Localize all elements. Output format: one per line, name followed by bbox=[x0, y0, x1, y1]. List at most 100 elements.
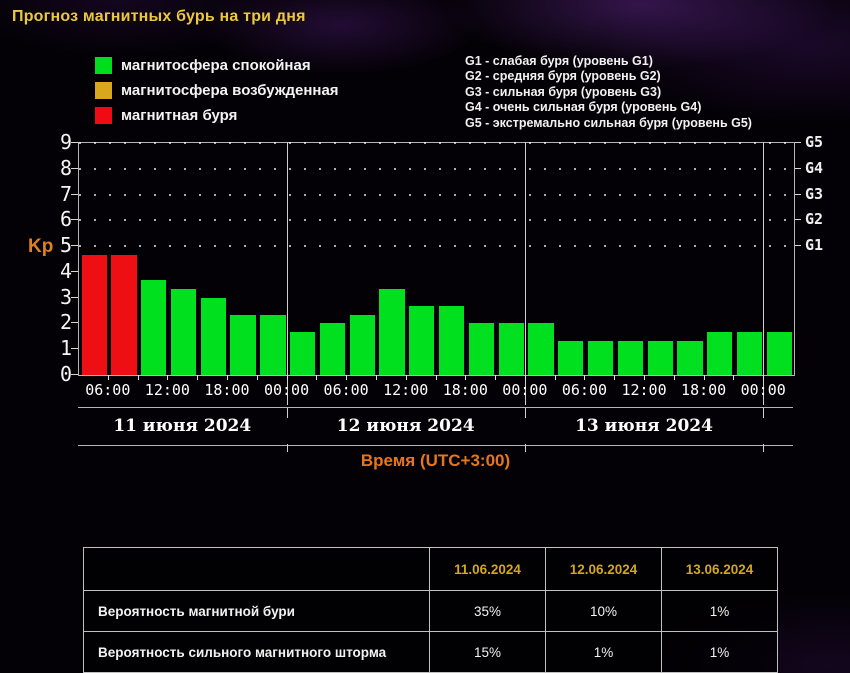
legend-item: магнитосфера спокойная bbox=[95, 57, 339, 74]
g-level-label: G1 bbox=[805, 236, 824, 255]
y-tick-label: 7 bbox=[59, 181, 72, 206]
legend-item-label: магнитная буря bbox=[121, 107, 238, 124]
day-band-tick bbox=[763, 408, 765, 418]
table-date-header: 11.06.2024 bbox=[429, 547, 546, 591]
kp-bar bbox=[707, 331, 733, 375]
y-tick-mark bbox=[71, 245, 78, 247]
g-tick-mark bbox=[794, 142, 801, 143]
y-tick-label: 5 bbox=[59, 233, 72, 258]
probability-table: 11.06.2024 12.06.2024 13.06.2024 Вероятност… bbox=[83, 547, 778, 673]
table-date-header: 13.06.2024 bbox=[661, 547, 778, 591]
y-tick-mark bbox=[71, 167, 78, 169]
kp-bar bbox=[81, 254, 107, 375]
x-tick-mark bbox=[346, 375, 348, 380]
x-tick-mark bbox=[614, 375, 616, 380]
y-tick-mark bbox=[71, 348, 78, 350]
time-tick-label: 06:00 bbox=[85, 381, 131, 399]
x-tick-mark bbox=[465, 375, 467, 380]
quiet-color-swatch bbox=[95, 57, 112, 74]
dotted-gridline bbox=[79, 142, 794, 144]
x-tick-mark bbox=[107, 375, 109, 380]
day-divider-line bbox=[286, 142, 288, 405]
x-tick-mark bbox=[226, 375, 228, 380]
excited-color-swatch bbox=[95, 82, 112, 99]
day-label: 11 июня 2024 bbox=[113, 416, 252, 436]
storm-levels-legend: G1 - слабая буря (уровень G1) G2 - средня… bbox=[465, 54, 752, 131]
probability-value: 35% bbox=[429, 590, 546, 632]
x-tick-mark bbox=[763, 375, 765, 380]
x-tick-mark bbox=[733, 375, 735, 380]
g-level-label: G5 bbox=[805, 133, 824, 151]
kp-bar bbox=[290, 331, 316, 375]
time-tick-label: 18:00 bbox=[442, 381, 488, 399]
x-tick-mark bbox=[584, 375, 586, 380]
time-tick-label: 06:00 bbox=[323, 381, 369, 399]
storm-color-swatch bbox=[95, 107, 112, 124]
kp-bar bbox=[111, 254, 137, 375]
g-level-label: G4 bbox=[805, 158, 824, 177]
day-band-tick bbox=[524, 444, 526, 452]
time-tick-label: 06:00 bbox=[561, 381, 608, 399]
probability-value: 1% bbox=[545, 631, 662, 673]
day-band-tick bbox=[524, 408, 526, 418]
day-divider-line bbox=[524, 142, 526, 405]
y-tick-mark bbox=[71, 322, 78, 324]
table-date-header: 12.06.2024 bbox=[545, 547, 662, 591]
x-tick-mark bbox=[316, 375, 318, 380]
probability-value: 1% bbox=[661, 631, 778, 673]
time-tick-label: 12:00 bbox=[621, 381, 667, 399]
dotted-gridline bbox=[79, 245, 794, 248]
x-tick-mark bbox=[197, 375, 199, 380]
legend-item-label: магнитосфера спокойная bbox=[121, 57, 311, 74]
legend-item-label: магнитосфера возбужденная bbox=[121, 82, 339, 99]
kp-bar bbox=[587, 340, 614, 375]
y-tick-label: 8 bbox=[59, 155, 72, 180]
table-row: Вероятность сильного магнитного шторма 15… bbox=[83, 631, 778, 673]
y-tick-mark bbox=[71, 219, 78, 221]
page-title: Прогноз магнитных бурь на три дня bbox=[12, 8, 306, 25]
x-tick-mark bbox=[137, 375, 139, 380]
day-label: 13 июня 2024 bbox=[575, 416, 713, 436]
legend-item: магнитная буря bbox=[95, 107, 339, 124]
g-tick-mark bbox=[794, 245, 801, 247]
x-tick-mark bbox=[495, 375, 497, 380]
time-tick-label: 18:00 bbox=[204, 381, 250, 399]
storm-level-line: G5 - экстремально сильная буря (уровень … bbox=[465, 115, 752, 130]
storm-level-line: G4 - очень сильная буря (уровень G4) bbox=[465, 100, 702, 115]
dotted-gridline bbox=[79, 193, 794, 196]
table-row: Вероятность магнитной бури 35% 10% 1% bbox=[83, 590, 778, 632]
dotted-gridline bbox=[79, 219, 794, 222]
kp-bar-chart bbox=[78, 142, 795, 376]
kp-bar bbox=[617, 340, 644, 375]
time-tick-label: 18:00 bbox=[681, 381, 727, 399]
day-band: 11 июня 2024 12 июня 2024 13 июня 2024 bbox=[78, 407, 793, 452]
g-tick-mark bbox=[794, 167, 801, 169]
storm-level-line: G3 - сильная буря (уровень G3) bbox=[465, 84, 662, 99]
kp-bar bbox=[736, 331, 763, 375]
kp-bar bbox=[260, 314, 286, 375]
kp-bar bbox=[230, 314, 256, 375]
kp-bar bbox=[558, 340, 584, 375]
x-tick-mark bbox=[644, 375, 646, 380]
x-tick-mark bbox=[256, 375, 258, 380]
table-row-label: Вероятность сильного магнитного шторма bbox=[83, 631, 430, 673]
probability-value: 1% bbox=[661, 590, 778, 632]
time-tick-label: 12:00 bbox=[383, 381, 429, 399]
kp-bar bbox=[141, 280, 167, 375]
y-tick-label: 0 bbox=[59, 362, 72, 386]
kp-bar bbox=[677, 340, 703, 375]
probability-value: 10% bbox=[545, 590, 662, 632]
time-tick-label: 00:00 bbox=[502, 381, 548, 399]
day-band-tick bbox=[286, 408, 288, 418]
x-tick-mark bbox=[405, 375, 407, 380]
day-band-tick bbox=[286, 444, 288, 452]
x-tick-mark bbox=[286, 375, 288, 380]
kp-bar bbox=[349, 314, 375, 375]
x-tick-mark bbox=[703, 375, 705, 380]
kp-bar bbox=[766, 331, 792, 375]
storm-level-line: G2 - средняя буря (уровень G2) bbox=[465, 69, 661, 84]
day-label: 12 июня 2024 bbox=[336, 416, 475, 436]
day-divider-line bbox=[763, 142, 765, 405]
table-header-row: 11.06.2024 12.06.2024 13.06.2024 bbox=[83, 547, 778, 591]
g-level-label: G2 bbox=[805, 210, 824, 229]
